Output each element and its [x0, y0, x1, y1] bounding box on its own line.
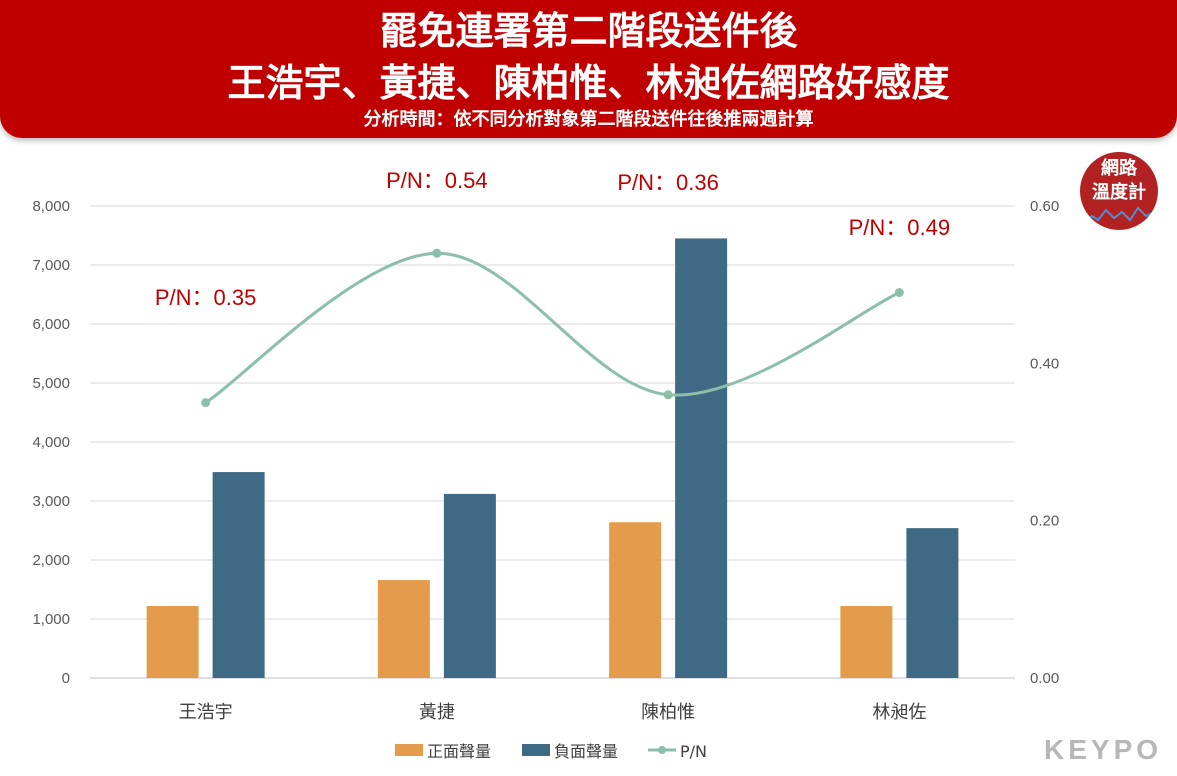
bar-series	[146, 238, 959, 678]
pn-point	[432, 248, 442, 258]
negative-bar	[212, 472, 265, 678]
x-category-label: 黃捷	[419, 702, 455, 723]
chart-title-line2: 王浩宇、黃捷、陳柏惟、林昶佐網路好感度	[227, 61, 950, 105]
positive-bar	[840, 606, 893, 678]
positive-bar	[377, 580, 430, 678]
pn-annotations: P/N：0.35 P/N：0.54 P/N：0.36 P/N：0.49	[155, 168, 950, 310]
x-axis-categories: 王浩宇 黃捷 陳柏惟 林昶佐	[179, 702, 927, 723]
y-left-tick-label: 7,000	[32, 257, 70, 274]
pn-annotation: P/N：0.36	[617, 170, 719, 195]
y-right-tick-label: 0.20	[1030, 513, 1059, 530]
pn-point	[201, 398, 211, 408]
legend-positive-swatch	[395, 744, 423, 756]
y-left-tick-label: 8,000	[32, 198, 70, 215]
legend-pn-swatch-dot	[658, 746, 666, 754]
chart-subtitle: 分析時間：依不同分析對象第二階段送件往後推兩週計算	[363, 109, 814, 130]
pn-annotation: P/N：0.35	[155, 285, 257, 310]
y-axis-left: 0 1,000 2,000 3,000 4,000 5,000 6,000 7,000 8,00…	[32, 198, 70, 687]
y-left-tick-label: 3,000	[32, 493, 70, 510]
pn-annotation: P/N：0.49	[849, 215, 951, 240]
title-banner: 罷免連署第二階段送件後 王浩宇、黃捷、陳柏惟、林昶佐網路好感度 分析時間：依不同…	[0, 0, 1177, 138]
negative-bar	[675, 238, 728, 678]
legend: 正面聲量 負面聲量 P/N	[395, 742, 707, 761]
y-axis-right: 0.00 0.20 0.40 0.60	[1030, 198, 1059, 687]
legend-pn-label: P/N	[680, 742, 707, 761]
keypo-logo: KEYPO	[1044, 734, 1163, 765]
thermometer-badge: 網路 溫度計	[1080, 152, 1158, 230]
negative-bar	[443, 493, 496, 678]
pn-point	[663, 390, 673, 400]
positive-bar	[146, 606, 199, 678]
negative-bar	[906, 528, 959, 678]
y-left-tick-label: 5,000	[32, 375, 70, 392]
pn-annotation: P/N：0.54	[386, 168, 488, 193]
positive-bar	[609, 522, 662, 678]
pn-line	[204, 251, 900, 404]
y-left-tick-label: 0	[62, 670, 70, 687]
trend-icon	[1083, 206, 1155, 223]
y-left-tick-label: 1,000	[32, 611, 70, 628]
x-category-label: 王浩宇	[179, 702, 233, 723]
chart-title-line1: 罷免連署第二階段送件後	[379, 9, 798, 53]
y-right-tick-label: 0.00	[1030, 670, 1059, 687]
x-category-label: 陳柏惟	[641, 702, 695, 723]
badge-line1: 網路	[1101, 158, 1137, 179]
legend-negative-label: 負面聲量	[554, 742, 618, 761]
badge-line2: 溫度計	[1092, 182, 1146, 203]
y-right-tick-label: 0.40	[1030, 355, 1059, 372]
y-right-tick-label: 0.60	[1030, 198, 1059, 215]
pn-line-series	[201, 248, 904, 408]
legend-negative-swatch	[522, 744, 550, 756]
pn-point	[894, 288, 904, 298]
x-category-label: 林昶佐	[872, 702, 926, 723]
y-left-tick-label: 2,000	[32, 552, 70, 569]
legend-positive-label: 正面聲量	[427, 742, 491, 761]
y-left-tick-label: 4,000	[32, 434, 70, 451]
y-left-tick-label: 6,000	[32, 316, 70, 333]
